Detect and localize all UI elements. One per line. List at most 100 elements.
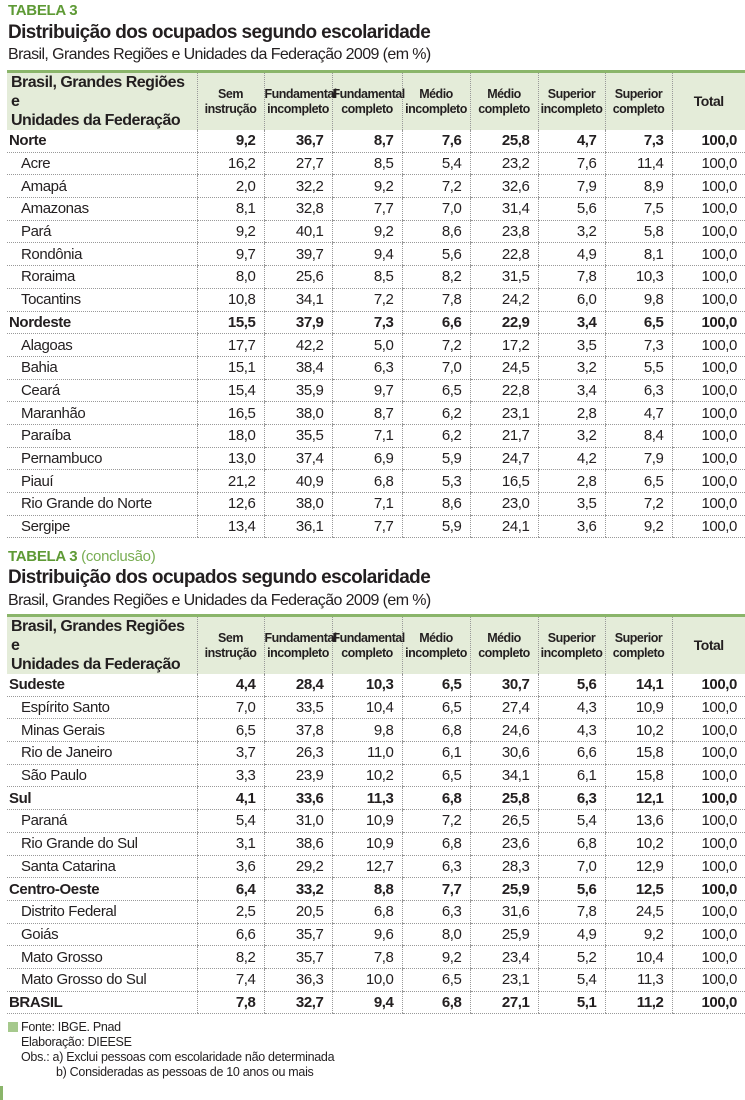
cell-value: 7,7 bbox=[331, 515, 402, 539]
cell-value: 38,0 bbox=[263, 401, 332, 425]
cell-value: 100,0 bbox=[671, 945, 745, 969]
cell-value: 34,1 bbox=[469, 764, 538, 788]
column-header-text: Fundamental bbox=[332, 630, 406, 645]
cell-value: 3,2 bbox=[537, 424, 605, 448]
cell-value: 6,8 bbox=[331, 469, 402, 493]
cell-value: 4,9 bbox=[537, 923, 605, 947]
cell-value: 22,8 bbox=[469, 242, 538, 267]
row-label: Norte bbox=[7, 130, 197, 153]
cell-value: 8,1 bbox=[604, 242, 672, 267]
table-row: Distrito Federal 2,5 20,5 6,8 6,3 31,6 7,8 24,5… bbox=[7, 900, 745, 924]
cell-value: 24,5 bbox=[604, 900, 672, 924]
cell-value: 8,5 bbox=[331, 265, 402, 289]
cell-value: 36,3 bbox=[263, 968, 332, 992]
cell-value: 10,4 bbox=[604, 945, 672, 969]
region-row: BRASIL 7,8 32,7 9,4 6,8 27,1 5,1 11,2 100,0 bbox=[7, 991, 745, 1015]
cell-value: 23,1 bbox=[469, 968, 538, 992]
column-header-text: Fundamental bbox=[332, 86, 406, 101]
cell-value: 32,6 bbox=[469, 174, 538, 199]
cell-value: 13,6 bbox=[604, 809, 672, 833]
cell-value: 100,0 bbox=[671, 130, 745, 153]
cell-value: 100,0 bbox=[671, 356, 745, 380]
source-note: Fonte: IBGE. Pnad bbox=[21, 1020, 121, 1034]
row-label: Santa Catarina bbox=[7, 855, 197, 879]
cell-value: 26,3 bbox=[263, 741, 332, 765]
cell-value: 33,5 bbox=[263, 696, 332, 720]
cell-value: 7,4 bbox=[196, 968, 264, 992]
cell-value: 9,2 bbox=[196, 130, 264, 153]
column-header-text: instrução bbox=[204, 101, 257, 116]
cell-value: 38,6 bbox=[263, 832, 332, 856]
obs-note-b: b) Consideradas as pessoas de 10 anos ou… bbox=[56, 1065, 314, 1079]
cell-value: 21,7 bbox=[469, 424, 538, 448]
cell-value: 9,7 bbox=[331, 379, 402, 403]
cell-value: 10,2 bbox=[331, 764, 402, 788]
cell-value: 42,2 bbox=[263, 333, 332, 357]
table-row: Amapá 2,0 32,2 9,2 7,2 32,6 7,9 8,9 100,0 bbox=[7, 174, 745, 199]
cell-value: 7,7 bbox=[331, 197, 402, 221]
cell-value: 7,0 bbox=[537, 855, 605, 879]
cell-value: 100,0 bbox=[671, 764, 745, 788]
cell-value: 100,0 bbox=[671, 288, 745, 312]
cell-value: 11,4 bbox=[604, 152, 672, 176]
cell-value: 5,9 bbox=[401, 515, 470, 539]
table-row: Minas Gerais 6,5 37,8 9,8 6,8 24,6 4,3 10,2 100,… bbox=[7, 718, 745, 743]
cell-value: 23,8 bbox=[469, 220, 538, 244]
cell-value: 6,5 bbox=[401, 696, 470, 720]
row-label: Mato Grosso bbox=[7, 945, 197, 969]
column-header-text: completo bbox=[478, 645, 530, 660]
column-header: Superior completo bbox=[604, 71, 672, 130]
cell-value: 15,8 bbox=[604, 764, 672, 788]
table-row: Acre 16,2 27,7 8,5 5,4 23,2 7,6 11,4 100,0 bbox=[7, 152, 745, 176]
column-header-text: Brasil, Grandes Regiões e bbox=[11, 74, 185, 110]
cell-value: 34,1 bbox=[263, 288, 332, 312]
cell-value: 35,9 bbox=[263, 379, 332, 403]
cell-value: 6,2 bbox=[401, 401, 470, 425]
cell-value: 15,8 bbox=[604, 741, 672, 765]
column-header-text: Sem bbox=[218, 630, 243, 645]
cell-value: 5,4 bbox=[537, 809, 605, 833]
cell-value: 38,4 bbox=[263, 356, 332, 380]
cell-value: 3,1 bbox=[196, 832, 264, 856]
cell-value: 6,4 bbox=[196, 877, 264, 901]
cell-value: 25,8 bbox=[469, 786, 538, 811]
cell-value: 100,0 bbox=[671, 832, 745, 856]
cell-value: 5,4 bbox=[537, 968, 605, 992]
cell-value: 5,6 bbox=[401, 242, 470, 267]
cell-value: 10,2 bbox=[604, 718, 672, 743]
cell-value: 8,9 bbox=[604, 174, 672, 199]
column-header-text: incompleto bbox=[267, 101, 329, 116]
cell-value: 6,8 bbox=[401, 991, 470, 1015]
column-header-text: incompleto bbox=[540, 101, 603, 116]
cell-value: 100,0 bbox=[671, 968, 745, 992]
cell-value: 9,2 bbox=[331, 220, 402, 244]
table-row: Sergipe 13,4 36,1 7,7 5,9 24,1 3,6 9,2 100,0 bbox=[7, 515, 745, 539]
cell-value: 7,2 bbox=[331, 288, 402, 312]
cell-value: 36,1 bbox=[263, 515, 332, 539]
column-header-text: incompleto bbox=[405, 645, 467, 660]
cell-value: 3,3 bbox=[196, 764, 264, 788]
row-label: Goiás bbox=[7, 923, 197, 947]
cell-value: 10,3 bbox=[604, 265, 672, 289]
cell-value: 100,0 bbox=[671, 900, 745, 924]
cell-value: 13,0 bbox=[196, 447, 264, 471]
cell-value: 9,2 bbox=[196, 220, 264, 244]
cell-value: 5,9 bbox=[401, 447, 470, 471]
column-header: Fundamental incompleto bbox=[263, 71, 337, 130]
cell-value: 11,3 bbox=[604, 968, 672, 992]
table-header: Brasil, Grandes Regiões e Unidades da Fed… bbox=[7, 615, 745, 674]
column-header-text: incompleto bbox=[267, 645, 329, 660]
column-header-text: incompleto bbox=[405, 101, 467, 116]
cell-value: 3,6 bbox=[537, 515, 605, 539]
table2-label-suffix: (conclusão) bbox=[81, 548, 156, 565]
table-row: Paraná 5,4 31,0 10,9 7,2 26,5 5,4 13,6 100,0 bbox=[7, 809, 745, 833]
cell-value: 5,0 bbox=[331, 333, 402, 357]
cell-value: 7,3 bbox=[604, 130, 672, 153]
column-header-text: Fundamental bbox=[264, 630, 338, 645]
cell-value: 5,1 bbox=[537, 991, 605, 1015]
row-label: Sul bbox=[7, 786, 197, 811]
cell-value: 2,0 bbox=[196, 174, 264, 199]
cell-value: 100,0 bbox=[671, 809, 745, 833]
column-header-text: Superior bbox=[547, 630, 596, 645]
cell-value: 6,8 bbox=[401, 786, 470, 811]
